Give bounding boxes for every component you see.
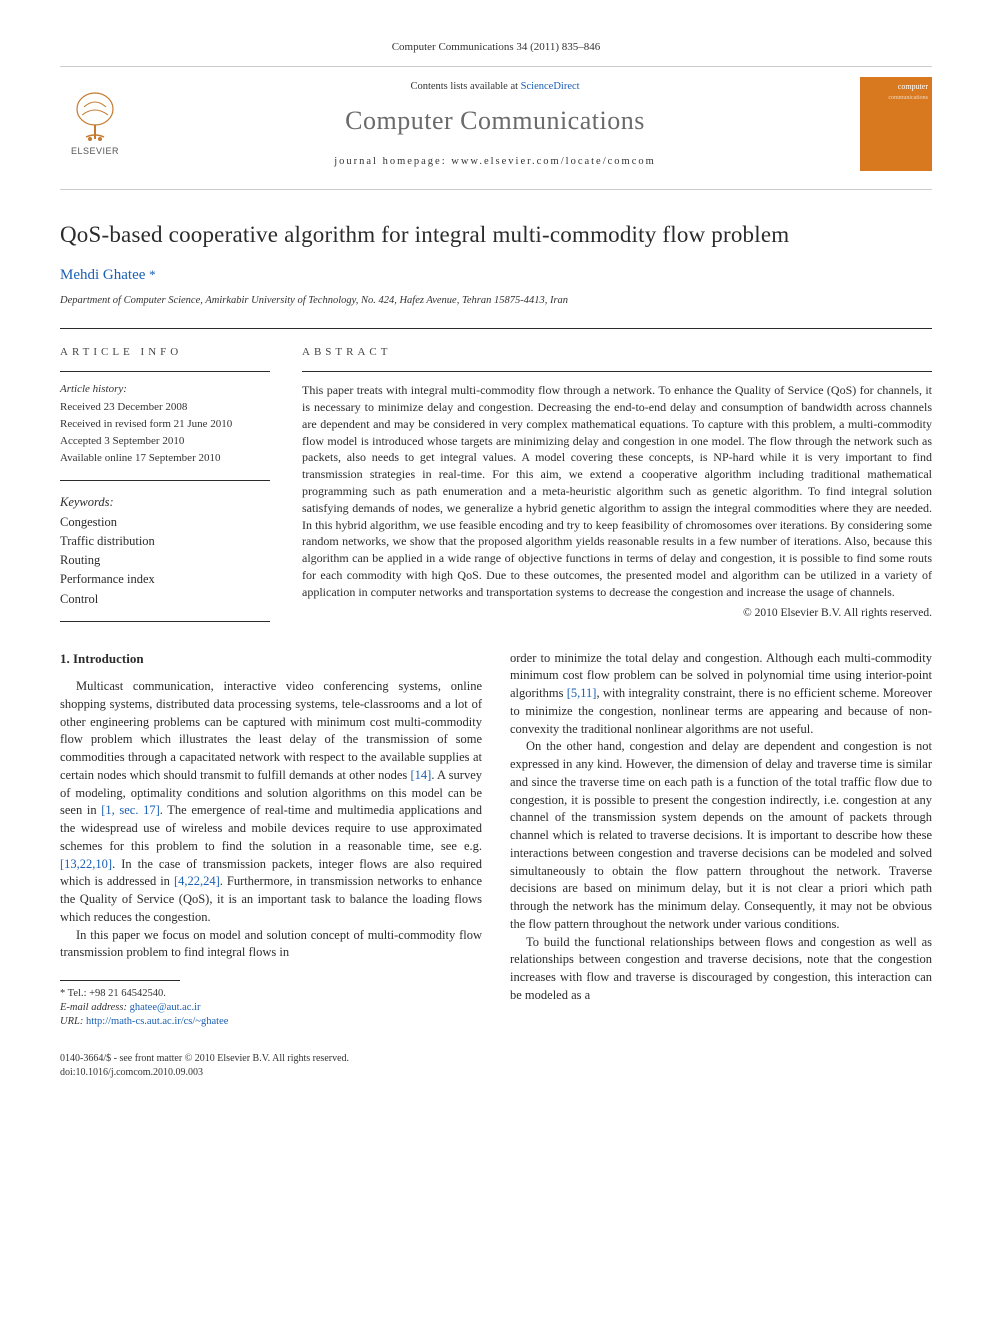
footer-bar: 0140-3664/$ - see front matter © 2010 El… <box>60 1052 932 1081</box>
elsevier-logo[interactable]: ELSEVIER <box>60 85 130 163</box>
keyword: Routing <box>60 551 270 569</box>
history-heading: Article history: <box>60 382 270 398</box>
keyword: Performance index <box>60 570 270 588</box>
footnote-url: URL: http://math-cs.aut.ac.ir/cs/~ghatee <box>60 1015 482 1029</box>
header-band: ELSEVIER Contents lists available at Sci… <box>60 66 932 190</box>
history-line: Received 23 December 2008 <box>60 400 270 416</box>
body-paragraph: Multicast communication, interactive vid… <box>60 678 482 927</box>
journal-cover-thumbnail[interactable]: computer communications <box>860 77 932 171</box>
body-paragraph: On the other hand, congestion and delay … <box>510 738 932 933</box>
keyword: Congestion <box>60 513 270 531</box>
footnote-email: E-mail address: ghatee@aut.ac.ir <box>60 1001 482 1015</box>
article-title: QoS-based cooperative algorithm for inte… <box>60 218 932 251</box>
contents-line: Contents lists available at ScienceDirec… <box>146 79 844 94</box>
ref-link[interactable]: [5,11] <box>567 686 597 700</box>
body-columns: 1. Introduction Multicast communication,… <box>60 650 932 1030</box>
abstract-text: This paper treats with integral multi-co… <box>302 382 932 600</box>
abstract-copyright: © 2010 Elsevier B.V. All rights reserved… <box>302 605 932 622</box>
author-name-link[interactable]: Mehdi Ghatee <box>60 267 145 283</box>
corresponding-footnote: * Tel.: +98 21 64542540. E-mail address:… <box>60 987 482 1030</box>
body-paragraph: order to minimize the total delay and co… <box>510 650 932 739</box>
elsevier-tree-icon <box>68 89 122 143</box>
article-history-block: Article history: Received 23 December 20… <box>60 382 270 481</box>
journal-name: Computer Communications <box>146 102 844 140</box>
keywords-heading: Keywords: <box>60 493 270 511</box>
cover-subtitle: communications <box>864 94 928 103</box>
body-right-column: order to minimize the total delay and co… <box>510 650 932 1030</box>
abstract-column: ABSTRACT This paper treats with integral… <box>302 345 932 621</box>
homepage-url[interactable]: www.elsevier.com/locate/comcom <box>451 156 656 167</box>
article-info-column: ARTICLE INFO Article history: Received 2… <box>60 345 270 621</box>
sciencedirect-link[interactable]: ScienceDirect <box>521 81 580 92</box>
abstract-label: ABSTRACT <box>302 345 932 372</box>
ref-link[interactable]: [1, sec. 17] <box>101 803 160 817</box>
article-info-label: ARTICLE INFO <box>60 345 270 372</box>
body-left-column: 1. Introduction Multicast communication,… <box>60 650 482 1030</box>
body-paragraph: To build the functional relationships be… <box>510 934 932 1005</box>
footer-issn: 0140-3664/$ - see front matter © 2010 El… <box>60 1052 932 1067</box>
header-row: ELSEVIER Contents lists available at Sci… <box>60 77 932 171</box>
email-link[interactable]: ghatee@aut.ac.ir <box>130 1002 201 1013</box>
footer-doi[interactable]: doi:10.1016/j.comcom.2010.09.003 <box>60 1066 932 1081</box>
url-link[interactable]: http://math-cs.aut.ac.ir/cs/~ghatee <box>86 1016 228 1027</box>
ref-link[interactable]: [13,22,10] <box>60 857 112 871</box>
history-line: Accepted 3 September 2010 <box>60 434 270 450</box>
info-abstract-row: ARTICLE INFO Article history: Received 2… <box>60 328 932 621</box>
footnote-tel: * Tel.: +98 21 64542540. <box>60 987 482 1001</box>
history-line: Received in revised form 21 June 2010 <box>60 417 270 433</box>
elsevier-word: ELSEVIER <box>71 145 119 158</box>
footnote-separator <box>60 980 180 981</box>
keyword: Traffic distribution <box>60 532 270 550</box>
affiliation: Department of Computer Science, Amirkabi… <box>60 293 932 308</box>
journal-citation: Computer Communications 34 (2011) 835–84… <box>60 40 932 56</box>
author-line: Mehdi Ghatee * <box>60 265 932 287</box>
ref-link[interactable]: [4,22,24] <box>174 874 220 888</box>
history-line: Available online 17 September 2010 <box>60 451 270 467</box>
ref-link[interactable]: [14] <box>411 768 432 782</box>
homepage-prefix: journal homepage: <box>334 156 451 167</box>
section-heading: 1. Introduction <box>60 650 482 668</box>
cover-title: computer <box>864 83 928 92</box>
keywords-block: Keywords: Congestion Traffic distributio… <box>60 493 270 622</box>
corresponding-author-mark[interactable]: * <box>149 267 156 282</box>
journal-homepage: journal homepage: www.elsevier.com/locat… <box>146 154 844 169</box>
body-paragraph: In this paper we focus on model and solu… <box>60 927 482 963</box>
header-center: Contents lists available at ScienceDirec… <box>146 79 844 169</box>
contents-prefix: Contents lists available at <box>410 81 520 92</box>
keyword: Control <box>60 590 270 608</box>
